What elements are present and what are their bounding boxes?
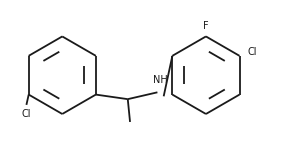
Text: F: F [203, 21, 209, 31]
Text: Cl: Cl [22, 109, 31, 119]
Text: NH: NH [153, 75, 168, 85]
Text: Cl: Cl [247, 47, 257, 57]
